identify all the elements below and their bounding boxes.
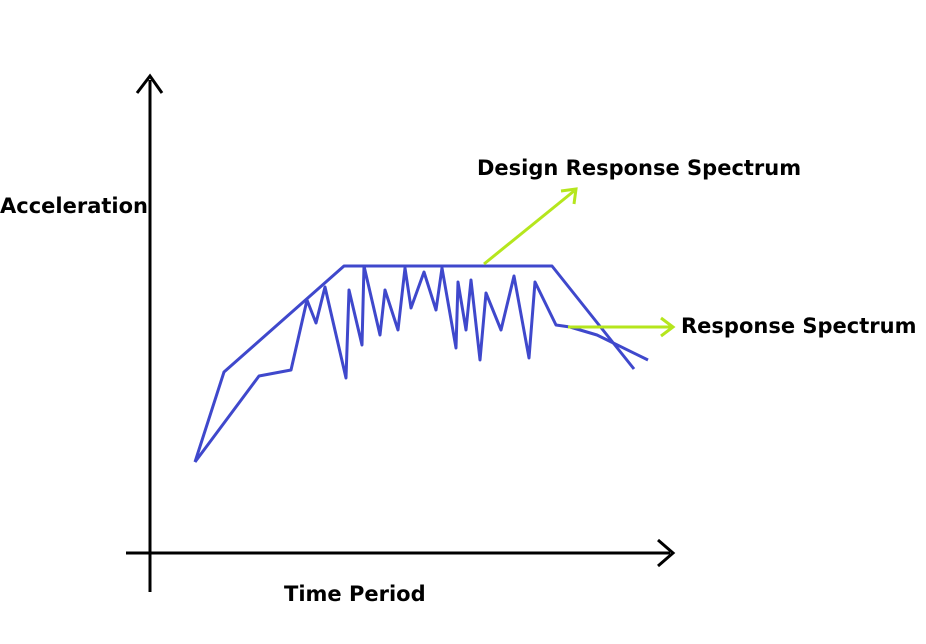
x-axis [126,538,676,568]
response-callout-arrowhead-icon [660,316,676,338]
design-response-spectrum-curve [193,264,636,463]
design-callout-arrowhead-icon [560,187,578,205]
response-spectrum-label: Response Spectrum [681,314,917,338]
y-axis [135,73,164,592]
response-spectrum-curve [193,264,649,463]
design-callout-shaft [483,189,575,266]
design-response-spectrum-label: Design Response Spectrum [477,156,802,180]
x-axis-label: Time Period [284,582,426,606]
x-axis-arrow-icon [657,538,676,568]
response-spectrum-callout-arrow [568,316,676,338]
design-spectrum-callout-arrow [483,187,578,266]
y-axis-label: Acceleration [0,194,148,218]
y-axis-arrow-icon [135,73,164,94]
